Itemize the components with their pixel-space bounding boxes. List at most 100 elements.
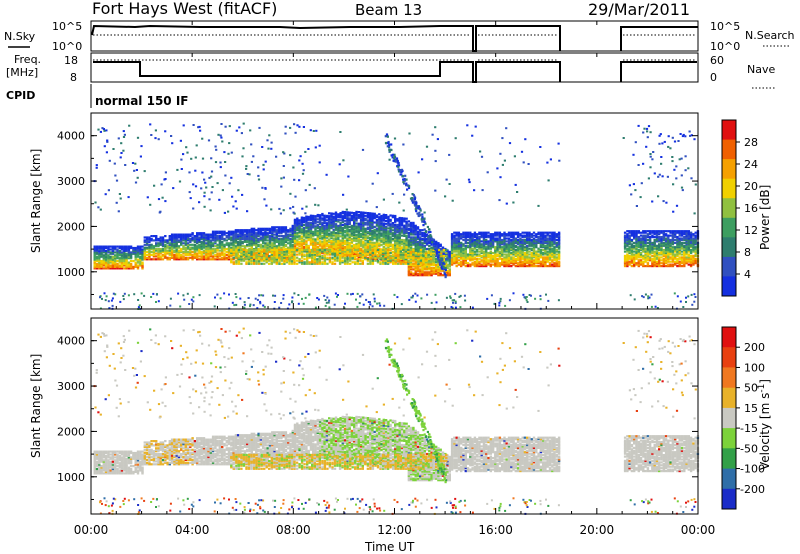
power-cell [339,241,342,244]
power-cell [157,237,160,241]
power-cell [214,232,217,235]
power-cell [551,244,554,247]
power-cell [184,236,187,239]
power-cell [685,237,688,240]
power-cell [143,243,146,246]
power-cell [257,229,260,232]
power-cell [248,240,251,243]
power-cell [355,235,358,238]
power-cell [318,225,322,228]
power-cell [487,256,490,259]
power-cell [307,236,310,239]
power-cell [639,251,643,255]
power-cell [510,251,513,255]
power-cell [191,255,194,258]
power-cell [148,256,151,259]
power-cell [496,244,499,247]
power-cell [687,236,690,239]
power-cell [532,243,536,246]
power-cell [289,235,292,238]
power-cell [234,233,238,236]
power-cell [535,250,538,253]
power-cell [353,239,356,242]
power-cell [653,257,656,260]
power-cell [104,258,108,261]
power-cell [242,251,246,255]
power-cell [328,244,331,247]
power-cell [152,253,156,256]
power-cell [491,243,495,246]
power-cell [268,246,272,249]
power-cell [505,243,508,246]
power-cell [284,239,288,242]
power-cell [280,259,284,262]
power-cell [553,253,556,256]
power-cell [95,262,99,266]
power-cell [355,222,358,225]
power-cell [127,249,131,252]
power-cell [648,243,652,246]
power-cell [302,232,306,235]
power-cell [120,267,124,270]
power-cell [166,242,169,245]
power-cell [391,226,395,229]
power-cell [450,244,454,247]
power-cell [409,237,413,240]
power-cell [236,253,240,256]
power-cell [289,253,292,256]
power-cell [557,243,561,246]
power-cell [626,243,629,246]
power-cell [555,265,558,268]
power-cell [391,251,395,254]
power-cell [421,253,424,256]
power-cell [639,231,643,234]
power-cell [542,244,545,247]
power-cell [234,246,238,249]
power-cell [489,265,492,268]
power-cell [230,248,233,251]
power-cell [127,254,131,257]
power-cell [312,222,315,225]
power-cell [230,246,233,249]
power-cell [382,222,385,225]
power-cell [239,239,242,242]
power-cell [332,237,335,240]
power-cell [394,238,397,241]
power-cell [207,240,210,243]
power-cell [337,213,340,216]
power-cell [542,241,545,244]
power-cell [405,237,408,241]
power-cell [359,244,363,247]
power-cell [296,226,299,229]
power-cell [507,249,511,252]
power-cell [359,212,363,215]
power-cell [277,227,281,230]
power-cell [150,243,153,246]
power-cell [266,229,269,232]
power-cell [428,242,431,245]
power-cell [378,243,381,246]
power-cell [341,245,344,248]
power-cell [478,265,481,268]
power-cell [642,256,645,259]
power-cell [314,225,317,228]
power-cell [539,249,543,252]
power-cell [455,241,458,244]
power-cell [262,245,265,248]
power-cell [132,252,135,255]
power-cell [387,240,390,243]
power-cell [674,241,677,244]
power-cell [455,238,458,242]
power-cell [489,260,492,263]
power-cell [170,245,174,248]
power-cell [448,252,451,255]
power-cell [273,236,276,239]
power-cell [674,250,677,253]
power-cell [662,233,665,236]
power-cell [120,257,124,260]
power-cell [548,243,552,246]
power-cell [225,243,228,246]
power-cell [143,239,146,242]
power-cell [498,251,502,255]
power-cell [676,259,679,262]
